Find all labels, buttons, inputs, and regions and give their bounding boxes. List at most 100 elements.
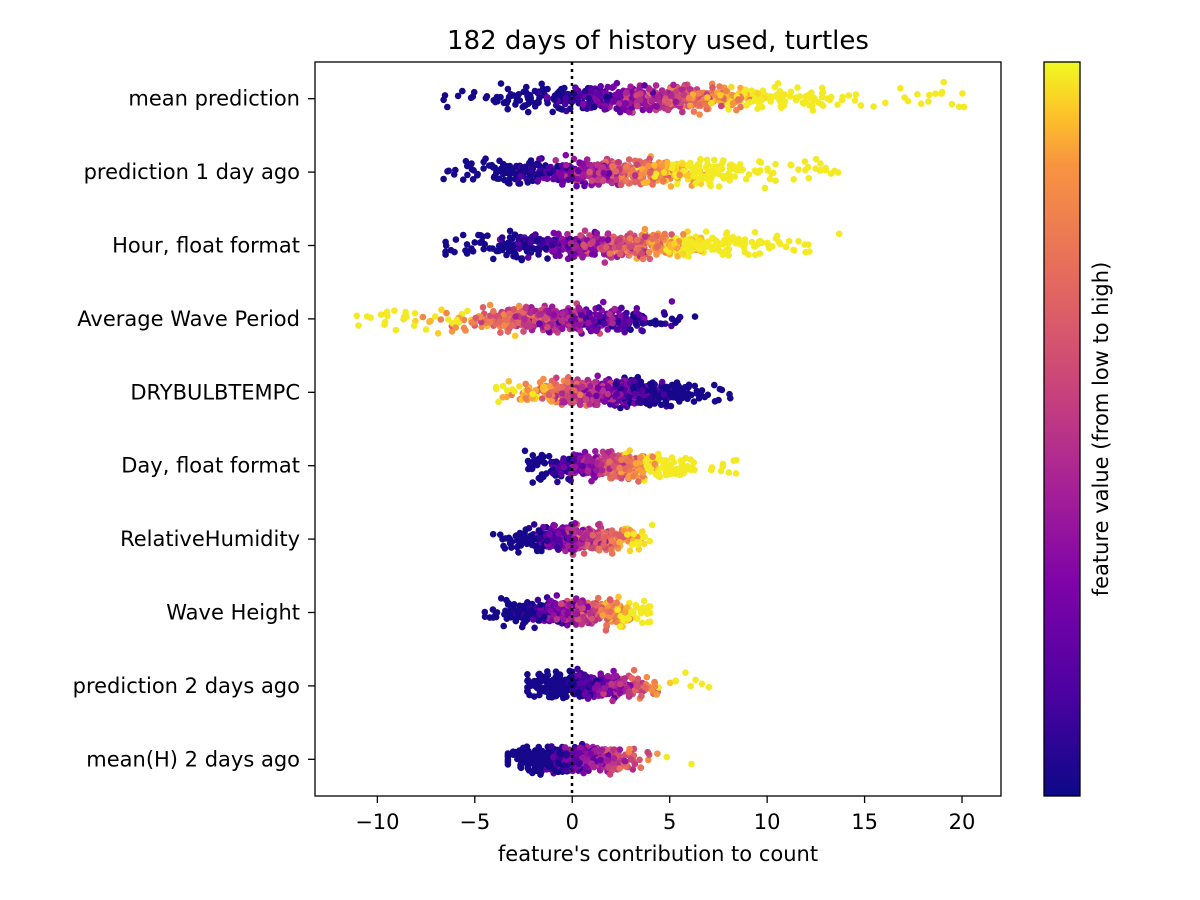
data-point [685, 172, 692, 179]
data-point [491, 164, 499, 171]
data-point [594, 161, 602, 168]
data-point [615, 593, 622, 601]
data-point [599, 176, 607, 184]
data-point [607, 608, 614, 616]
data-point [594, 384, 602, 392]
data-point [914, 91, 921, 98]
data-point [735, 96, 742, 103]
data-point [643, 462, 650, 469]
data-point [527, 532, 534, 540]
data-point [676, 313, 684, 321]
data-point [534, 176, 542, 184]
data-point [502, 535, 509, 542]
data-point [599, 164, 607, 171]
data-point [608, 474, 616, 482]
data-point [845, 92, 853, 99]
data-point [543, 537, 551, 545]
data-point [626, 243, 634, 250]
data-point [925, 98, 932, 105]
data-point [536, 320, 543, 327]
data-point [758, 103, 766, 111]
data-point [504, 105, 512, 113]
data-point [696, 101, 703, 109]
data-point [640, 597, 648, 605]
data-point [589, 532, 597, 539]
data-point [882, 99, 889, 107]
data-point [500, 322, 508, 329]
data-point [679, 245, 687, 253]
data-point [851, 97, 859, 104]
data-point [678, 458, 686, 465]
data-point [594, 176, 602, 184]
data-point [511, 332, 519, 340]
data-point [442, 238, 449, 246]
data-point [608, 550, 616, 557]
data-point [621, 609, 629, 616]
data-point [523, 83, 530, 91]
feature-points [442, 225, 843, 266]
data-point [564, 542, 572, 549]
data-point [728, 83, 735, 91]
data-point [507, 605, 515, 613]
data-point [696, 237, 703, 244]
data-point [681, 383, 689, 391]
data-point [444, 316, 452, 323]
data-point [633, 161, 641, 168]
data-point [588, 477, 595, 485]
data-point [586, 168, 593, 176]
data-point [801, 158, 809, 165]
data-point [702, 164, 710, 171]
data-point [680, 231, 687, 238]
data-point [459, 231, 467, 239]
data-point [554, 478, 561, 486]
data-point [486, 319, 494, 326]
data-point [646, 618, 654, 626]
data-point [558, 317, 565, 324]
data-point [574, 175, 581, 183]
data-point [725, 252, 732, 259]
data-point [709, 84, 716, 91]
data-point [479, 233, 487, 240]
data-point [492, 383, 500, 391]
data-point [545, 391, 553, 399]
data-point [834, 101, 841, 108]
data-point [544, 255, 551, 262]
data-point [580, 241, 587, 249]
data-point [795, 166, 802, 173]
feature-points [524, 665, 713, 705]
data-point [649, 181, 656, 188]
data-point [592, 378, 599, 386]
data-point [667, 464, 675, 471]
data-point [598, 236, 606, 243]
data-point [659, 234, 666, 241]
data-point [959, 90, 966, 97]
data-point [519, 164, 527, 171]
data-point [685, 161, 693, 168]
data-point [537, 601, 544, 609]
data-point [441, 92, 449, 99]
data-point [631, 178, 639, 186]
data-point [580, 550, 588, 557]
data-point [442, 248, 449, 256]
data-point [658, 320, 666, 328]
data-point [585, 319, 592, 327]
data-point [579, 534, 587, 542]
data-point [613, 79, 621, 87]
data-point [504, 97, 512, 104]
data-point [463, 250, 471, 257]
data-point [652, 317, 659, 325]
data-point [554, 384, 561, 391]
data-point [790, 247, 798, 254]
data-point [530, 245, 537, 252]
data-point [499, 382, 507, 390]
data-point [521, 315, 528, 323]
data-point [700, 243, 707, 251]
data-point [742, 86, 749, 94]
data-point [490, 308, 497, 315]
data-point [708, 99, 715, 107]
data-point [616, 250, 624, 258]
data-point [652, 82, 660, 89]
data-point [766, 175, 774, 183]
data-point [717, 102, 725, 110]
